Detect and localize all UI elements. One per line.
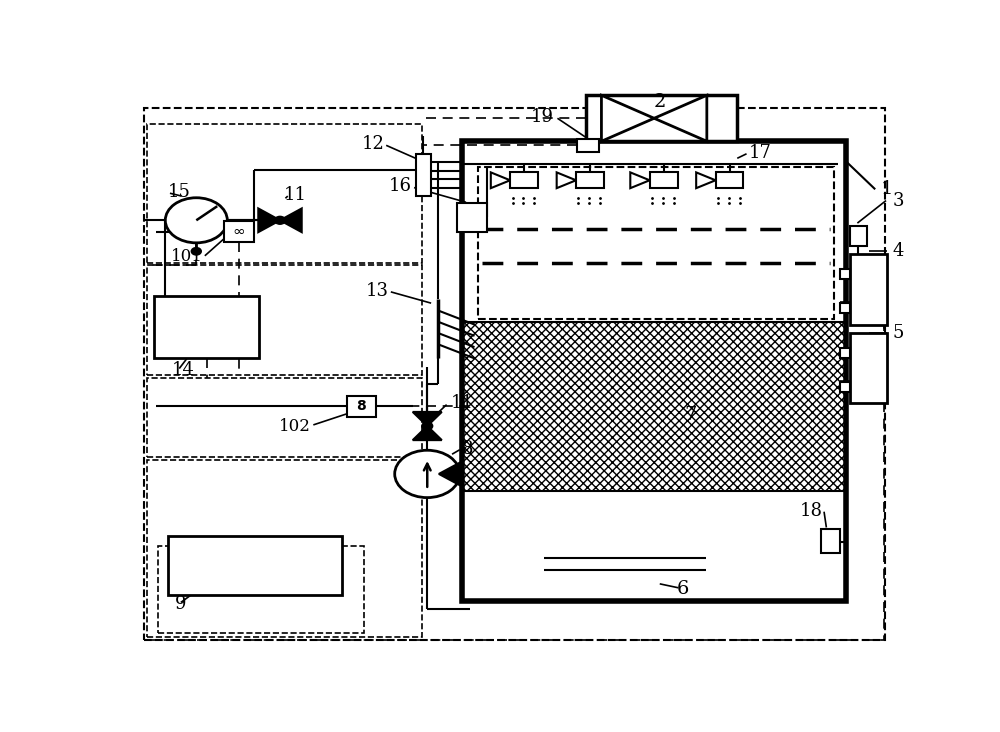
Polygon shape <box>491 172 510 188</box>
Bar <box>840 382 850 392</box>
Polygon shape <box>413 412 442 426</box>
Polygon shape <box>654 95 707 141</box>
Bar <box>224 221 254 242</box>
Text: 11: 11 <box>450 395 474 412</box>
Polygon shape <box>258 209 280 232</box>
Text: 16: 16 <box>389 177 412 195</box>
Bar <box>850 226 867 246</box>
Text: 3: 3 <box>892 192 904 209</box>
Bar <box>576 172 604 188</box>
Polygon shape <box>413 426 442 440</box>
Bar <box>457 203 487 231</box>
Circle shape <box>165 198 227 243</box>
Polygon shape <box>630 172 650 188</box>
Bar <box>154 296 259 359</box>
Bar <box>840 348 850 359</box>
Bar <box>147 124 422 263</box>
Circle shape <box>275 217 285 224</box>
Text: 13: 13 <box>366 282 388 299</box>
Text: 8: 8 <box>356 399 366 414</box>
Bar <box>840 269 850 280</box>
Bar <box>462 322 846 491</box>
Bar <box>577 139 599 152</box>
Text: 4: 4 <box>892 242 904 261</box>
Polygon shape <box>696 172 716 188</box>
Text: 19: 19 <box>531 108 554 126</box>
Text: 8: 8 <box>462 440 474 458</box>
Circle shape <box>395 450 460 498</box>
Text: 101: 101 <box>171 248 202 266</box>
Polygon shape <box>439 463 460 485</box>
Bar <box>147 266 422 376</box>
Bar <box>650 172 678 188</box>
Polygon shape <box>557 172 576 188</box>
Text: 6: 6 <box>677 580 689 599</box>
Text: 7: 7 <box>685 406 697 424</box>
Text: 11: 11 <box>284 186 307 204</box>
Bar <box>147 460 422 638</box>
Bar <box>821 529 840 553</box>
Bar <box>586 95 737 141</box>
Bar <box>347 395 376 417</box>
Bar <box>840 303 850 313</box>
Bar <box>478 167 834 319</box>
Bar <box>168 536 342 595</box>
Text: 15: 15 <box>168 183 190 201</box>
Bar <box>850 333 887 403</box>
Bar <box>416 154 431 196</box>
Text: 14: 14 <box>172 361 194 378</box>
Text: 12: 12 <box>362 135 385 153</box>
Polygon shape <box>601 95 654 141</box>
Text: 1: 1 <box>881 180 893 198</box>
Bar <box>147 378 422 457</box>
Bar <box>850 254 887 324</box>
Bar <box>462 141 846 601</box>
Text: 18: 18 <box>800 501 822 520</box>
Bar <box>510 172 538 188</box>
Text: ∞: ∞ <box>233 224 245 239</box>
Text: 17: 17 <box>749 143 772 162</box>
Text: 102: 102 <box>279 417 311 435</box>
Polygon shape <box>280 209 302 232</box>
Circle shape <box>192 248 201 255</box>
Circle shape <box>422 422 433 430</box>
Text: 5: 5 <box>892 324 904 342</box>
Text: 2: 2 <box>654 93 666 111</box>
Text: 9: 9 <box>175 594 187 613</box>
Bar <box>158 545 364 633</box>
Bar <box>716 172 743 188</box>
